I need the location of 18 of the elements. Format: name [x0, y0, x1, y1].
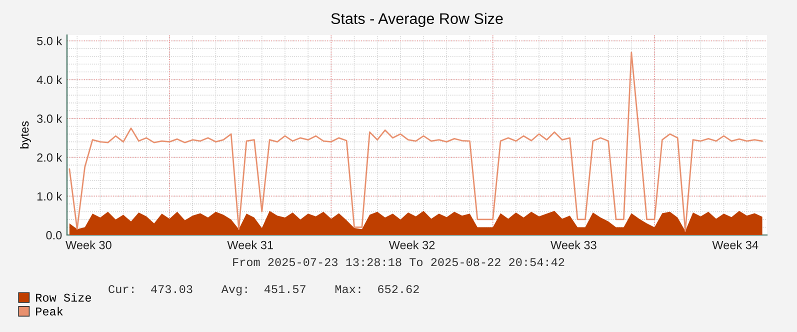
text: From 2025-07-23 13:28:18 To 2025-08-22 20:54:42 — [233, 258, 564, 266]
x-tick-label: Week 33 — [550, 240, 596, 250]
x-tick-label: Week 30 — [66, 240, 112, 250]
legend-label: Row Size — [36, 293, 92, 302]
chart-title: Stats - Average Row Size — [331, 12, 503, 28]
y-axis-title: bytes — [20, 121, 31, 148]
y-tick-label: 2.0 k — [37, 153, 62, 162]
y-tick-label: 3.0 k — [36, 114, 62, 123]
x-tick-label: Week 32 — [388, 240, 435, 250]
y-tick-label: 0.0 — [46, 231, 62, 240]
x-tick-label: Week 31 — [227, 240, 273, 250]
legend-label: Peak — [36, 306, 63, 316]
y-tick-label: 5.0 k — [37, 36, 62, 46]
y-tick-label: 1.0 k — [37, 192, 62, 201]
line-series — [68, 52, 763, 232]
text: Cur: 473.03 Avg: 451.57 Max: 652.62 — [108, 285, 419, 296]
x-tick-label: Week 34 — [712, 240, 758, 250]
y-tick-label: 4.0 k — [36, 75, 62, 84]
